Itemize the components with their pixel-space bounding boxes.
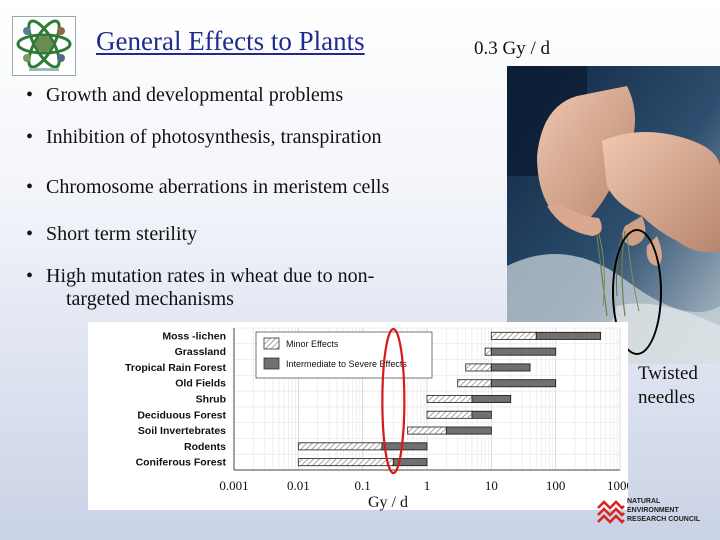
nerc-wordmark: NATURAL ENVIRONMENT RESEARCH COUNCIL [627, 497, 700, 524]
category-label: Old Fields [175, 378, 226, 390]
x-tick-label: 0.1 [355, 478, 371, 493]
severe-effect-bar [471, 394, 512, 403]
severe-effect-bar [381, 442, 428, 451]
category-label: Moss -lichen [162, 330, 226, 342]
bullet-item: • Short term sterility [26, 223, 198, 245]
photo-caption: Twisted needles [638, 362, 698, 410]
category-label: Soil Invertebrates [138, 425, 226, 437]
severe-effect-bar [490, 347, 557, 356]
effects-range-chart: Moss -lichen Grassland Tropical Rain Fores… [88, 322, 633, 510]
legend-label: Minor Effects [286, 339, 339, 349]
highlight-circle [612, 229, 662, 355]
legend-swatch [263, 337, 280, 350]
x-tick-label: 0.01 [287, 478, 310, 493]
dose-rate-label: 0.3 Gy / d [474, 38, 550, 59]
nerc-line: NATURAL [627, 498, 661, 505]
severe-effect-bar [445, 426, 492, 435]
category-label: Grassland [175, 346, 226, 358]
category-label: Coniferous Forest [136, 457, 227, 469]
x-tick-label: 1 [424, 478, 431, 493]
severe-effect-bar [535, 331, 602, 340]
legend-label: Intermediate to Severe Effects [286, 359, 407, 369]
nerc-line: RESEARCH COUNCIL [627, 516, 701, 523]
photo-caption-line: needles [638, 387, 695, 408]
severe-effect-bar [471, 410, 492, 419]
minor-effect-bar [407, 426, 447, 435]
severe-effect-bar [392, 458, 428, 467]
slide-title: General Effects to Plants [96, 26, 365, 56]
category-label: Shrub [196, 394, 226, 406]
bullet-text: Short term sterility [46, 223, 198, 245]
minor-effect-bar [457, 379, 492, 388]
severe-effect-bar [490, 379, 557, 388]
bullet-item: • High mutation rates in wheat due to non… [26, 265, 375, 310]
bullet-item: • Chromosome aberrations in meristem cell… [26, 176, 390, 198]
severe-effect-bar [490, 363, 531, 372]
x-tick-label: 0.001 [219, 478, 248, 493]
bullet-text: Inhibition of photosynthesis, transpirat… [46, 126, 382, 148]
minor-effect-bar [426, 410, 473, 419]
legend-box [255, 331, 433, 379]
minor-effect-bar [490, 331, 537, 340]
x-tick-label: 1000 [607, 478, 628, 493]
project-logo [12, 16, 76, 76]
highlight-ellipse [381, 327, 406, 475]
x-axis-label: Gy / d [368, 494, 408, 511]
nerc-line: ENVIRONMENT [627, 507, 679, 514]
chart-svg: Moss -lichen Grassland Tropical Rain Fores… [125, 327, 633, 493]
bullet-text: Chromosome aberrations in meristem cells [46, 176, 390, 198]
bullet-text-continuation: targeted mechanisms [66, 288, 234, 310]
x-tick-label: 100 [546, 478, 566, 493]
minor-effect-bar [426, 394, 473, 403]
category-label: Rodents [184, 441, 226, 453]
minor-effect-bar [297, 442, 383, 451]
minor-effect-bar [465, 363, 492, 372]
bullet-text: High mutation rates in wheat due to non- [46, 265, 375, 287]
category-label: Deciduous Forest [137, 409, 226, 421]
category-label: Tropical Rain Forest [125, 362, 226, 374]
nerc-logo-icon [596, 498, 626, 528]
minor-effect-bar [297, 458, 394, 467]
legend-swatch [263, 357, 280, 370]
minor-effect-bar [484, 347, 492, 356]
bullet-text: Growth and developmental problems [46, 84, 344, 106]
x-tick-label: 10 [485, 478, 498, 493]
bullet-item: • Growth and developmental problems [26, 84, 344, 106]
bullet-item: • Inhibition of photosynthesis, transpira… [26, 126, 382, 148]
photo-caption-line: Twisted [638, 363, 698, 384]
